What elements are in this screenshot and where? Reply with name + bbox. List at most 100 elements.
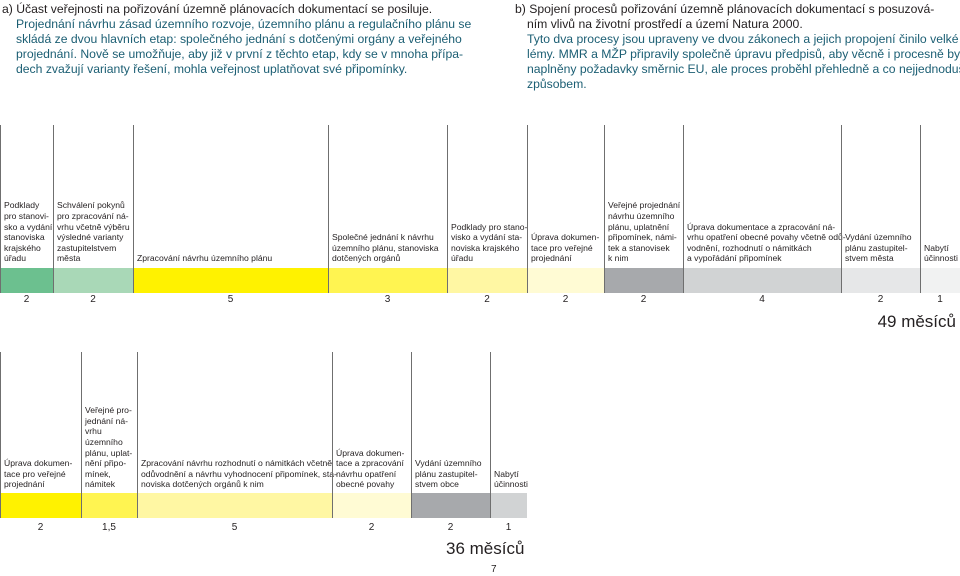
timeline-step-label-line: Nabytí xyxy=(924,242,949,253)
timeline-step-label-line: plánu, uplat- xyxy=(85,447,133,458)
timeline-step-label-line: nění připo- xyxy=(85,458,127,469)
timeline-step-months: 1 xyxy=(505,522,512,533)
timeline-step-label: Schválení pokynů pro zpracování ná-vrhu v… xyxy=(57,200,130,264)
section-b-line: způsobem. xyxy=(527,77,587,91)
timeline-step-label-line: odůvodnění a návrhu vyhodnocení připomín… xyxy=(141,468,337,479)
timeline-duration-bar xyxy=(842,268,920,293)
timeline-step-label-line: úřadu xyxy=(451,253,473,264)
timeline-step-label-line: projednání xyxy=(4,479,45,490)
timeline-step-label-line: tace a zpracování xyxy=(336,458,404,469)
timeline-duration-bar xyxy=(1,493,81,518)
timeline-step-label: Nabytí účinnosti xyxy=(494,469,528,490)
timeline-step-label-line: Podklady xyxy=(4,200,40,211)
timeline-step-label: Vydání územního plánu zastupitel-stvem mě… xyxy=(845,232,912,264)
timeline-step-label: Zpracování návrhu rozhodnutí o námitkách… xyxy=(141,458,337,490)
timeline-step-label-line: mínek, xyxy=(85,468,111,479)
timeline-step-label-line: Úprava dokumentace a zpracování ná- xyxy=(687,221,836,232)
timeline-step-label-line: sko a vydání xyxy=(4,221,53,232)
timeline-step-label-line: návrhu územního xyxy=(608,211,675,222)
timeline-step-label-line: stvem obce xyxy=(415,479,459,490)
timeline-divider xyxy=(133,125,134,293)
timeline-duration-bar xyxy=(54,268,133,293)
timeline-step-label-line: Zpracování návrhu rozhodnutí o námitkách… xyxy=(141,458,333,469)
timeline-step-label-line: stvem města xyxy=(845,253,894,264)
timeline-divider xyxy=(137,352,138,518)
timeline-duration-bar xyxy=(134,268,328,293)
timeline-step-label-line: pro stanovi- xyxy=(4,211,49,222)
timeline-step-label-line: tace pro veřejné xyxy=(531,242,593,253)
timeline-step-label-line: Vydání územního xyxy=(845,232,912,243)
timeline-step-label: Zpracování návrhu územního plánu xyxy=(137,253,272,264)
timeline-step-label-line: tek a stanovisek xyxy=(608,242,670,253)
timeline-step-label-line: vodnění, rozhodnutí o námitkách xyxy=(687,242,812,253)
timeline-step-label-line: územního plánu, stanoviska xyxy=(332,242,439,253)
timeline-step-months: 2 xyxy=(368,522,375,533)
section-b-heading-line: ním vlivů na životní prostředí a území N… xyxy=(527,17,803,31)
timeline-divider xyxy=(328,125,329,293)
timeline-step-months: 2 xyxy=(37,522,44,533)
timeline-divider xyxy=(53,125,54,293)
timeline-divider xyxy=(527,125,528,293)
timeline-divider xyxy=(920,125,921,293)
section-a-heading: a) Účast veřejnosti na pořizování územně… xyxy=(2,2,433,16)
timeline-divider xyxy=(0,352,1,518)
timeline-step-months: 2 xyxy=(640,294,647,305)
timeline-step-label-line: Zpracování návrhu územního plánu xyxy=(137,253,273,264)
timeline-divider xyxy=(81,352,82,518)
timeline-step-label-line: územního xyxy=(85,437,123,448)
timeline-49-total: 49 měsíců xyxy=(877,312,956,331)
timeline-step-label: Úprava dokumentace a zpracování ná-vrhu … xyxy=(687,222,846,264)
timeline-step-months: 4 xyxy=(759,294,765,305)
timeline-step-label-line: účinnosti xyxy=(494,479,528,490)
section-b-line: lémy. MMR a MŽP připravily společně úpra… xyxy=(527,47,960,61)
timeline-duration-bar xyxy=(528,268,604,293)
timeline-step-label: Veřejné projednání návrhu územního plánu, … xyxy=(608,200,680,264)
timeline-step-months: 1,5 xyxy=(102,522,116,533)
timeline-step-label-line: připomínek, námi- xyxy=(608,232,677,243)
timeline-step-months: 5 xyxy=(227,294,234,305)
section-a-line: Projednání návrhu zásad územního rozvoje… xyxy=(16,17,472,31)
timeline-step-label: Veřejné pro-jednání ná-vrhu územního plánu… xyxy=(85,405,132,490)
timeline-step-label: Úprava dokumen-tace pro veřejné projednán… xyxy=(531,232,599,264)
timeline-step-label-line: výsledné varianty xyxy=(57,232,124,243)
timeline-step-label-line: účinnosti xyxy=(924,253,958,264)
timeline-step-months: 2 xyxy=(90,294,96,305)
timeline-duration-bar xyxy=(684,268,841,293)
timeline-step-months: 2 xyxy=(23,294,30,305)
timeline-step-months: 3 xyxy=(384,294,391,305)
timeline-step-label: Podklady pro stano-visko a vydání sta-no… xyxy=(451,222,527,264)
timeline-step-label-line: dotčených orgánů xyxy=(332,253,401,264)
timeline-step-label-line: Nabytí xyxy=(494,468,519,479)
section-a-line: skládá ze dvou hlavních etap: společného… xyxy=(16,32,462,46)
timeline-step-label-line: města xyxy=(57,253,81,264)
timeline-step-label-line: plánu zastupitel- xyxy=(845,242,908,253)
timeline-duration-bar xyxy=(82,493,137,518)
timeline-step-months: 2 xyxy=(447,522,454,533)
timeline-step-label-line: Schválení pokynů xyxy=(57,200,125,211)
timeline-step-label: Nabytí účinnosti xyxy=(924,243,958,264)
timeline-step-label-line: plánu zastupitel- xyxy=(415,468,478,479)
section-b-line: Tyto dva procesy jsou upraveny ve dvou z… xyxy=(527,32,960,46)
timeline-duration-bar xyxy=(329,268,447,293)
timeline-duration-bar xyxy=(333,493,411,518)
timeline-step-label-line: námitek xyxy=(85,479,116,490)
timeline-divider xyxy=(604,125,605,293)
timeline-step-label-line: k nim xyxy=(608,253,629,264)
timeline-divider xyxy=(447,125,448,293)
timeline-step-label: Úprava dokumen-tace a zpracování návrhu o… xyxy=(336,448,404,490)
timeline-step-label-line: zastupitelstvem xyxy=(57,242,117,253)
timeline-duration-bar xyxy=(138,493,332,518)
timeline-step-label-line: Úprava dokumen- xyxy=(336,447,405,458)
timeline-step-label-line: stanoviska xyxy=(4,232,45,243)
section-a-line: dech zvažují varianty řešení, mohla veře… xyxy=(16,62,408,76)
timeline-step-months: 2 xyxy=(562,294,569,305)
timeline-duration-bar xyxy=(921,268,960,293)
timeline-step-label-line: úřadu xyxy=(4,253,26,264)
timeline-step-label: Úprava dokumen-tace pro veřejné projednán… xyxy=(4,458,72,490)
timeline-step-months: 2 xyxy=(484,294,490,305)
timeline-duration-bar xyxy=(1,268,53,293)
timeline-step-label-line: projednání xyxy=(531,253,572,264)
timeline-duration-bar xyxy=(448,268,527,293)
timeline-divider xyxy=(490,352,491,518)
timeline-divider xyxy=(332,352,333,518)
